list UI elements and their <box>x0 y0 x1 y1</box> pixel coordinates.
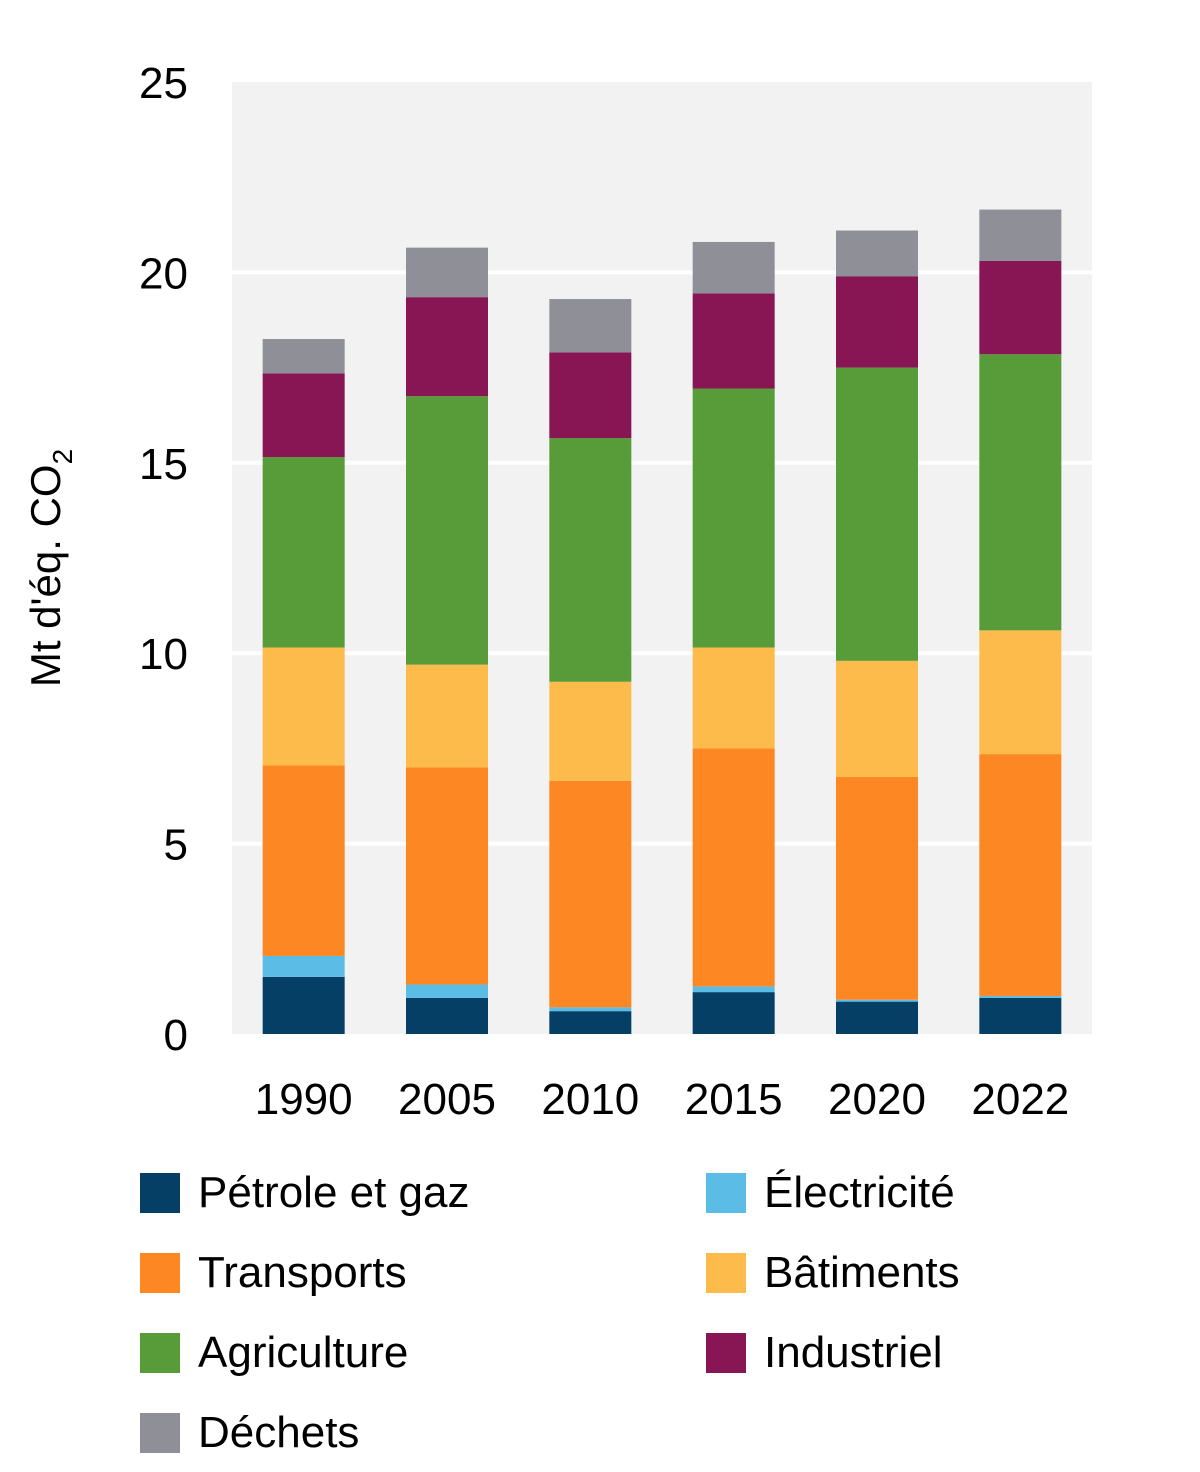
legend-swatch <box>140 1173 180 1213</box>
y-tick-label: 5 <box>164 821 188 870</box>
legend-item: Pétrole et gaz <box>140 1168 706 1217</box>
legend-swatch <box>706 1253 746 1293</box>
legend-swatch <box>140 1333 180 1373</box>
bar-segment <box>406 984 488 998</box>
y-tick-label: 0 <box>164 1011 188 1060</box>
bar-segment <box>979 995 1062 998</box>
bar-segment <box>979 260 1062 355</box>
bar-segment <box>262 339 345 374</box>
bar-segment <box>692 241 775 294</box>
bar-segment <box>692 992 775 1034</box>
x-tick-label: 2020 <box>828 1075 926 1124</box>
bar-segment <box>692 388 775 648</box>
bar-segment <box>836 1001 918 1034</box>
bar-segment <box>549 780 632 1008</box>
legend-label: Agriculture <box>198 1328 409 1377</box>
y-axis-ticks: 0 5 10 15 20 25 <box>139 59 188 1060</box>
legend-item: Industriel <box>706 1328 1140 1377</box>
legend-label: Déchets <box>198 1408 360 1457</box>
legend-label: Transports <box>198 1248 407 1297</box>
bar-segment <box>979 754 1062 996</box>
x-tick-label: 2022 <box>971 1075 1069 1124</box>
bar-segment <box>262 647 345 766</box>
bar-segment <box>836 367 918 661</box>
bar-segment <box>549 1011 632 1034</box>
legend-item: Électricité <box>706 1168 1140 1217</box>
x-axis-ticks: 1990 2005 2010 2015 2020 2022 <box>255 1075 1070 1124</box>
bar-segment <box>406 247 488 298</box>
legend-swatch <box>706 1333 746 1373</box>
bar-segment <box>836 276 918 368</box>
legend-label: Bâtiments <box>764 1248 960 1297</box>
bar-segment <box>979 630 1062 755</box>
bar-segment <box>836 230 918 277</box>
legend-item: Transports <box>140 1248 706 1297</box>
legend-swatch <box>140 1413 180 1453</box>
stacked-bar-chart: 0 5 10 15 20 25 1990 2005 2010 2015 2020 2022 Mt d… <box>22 59 1092 1124</box>
bar-segment <box>549 438 632 682</box>
bar-segment <box>406 664 488 768</box>
x-tick-label: 1990 <box>255 1075 353 1124</box>
legend-item: Déchets <box>140 1408 706 1457</box>
bar-segment <box>836 660 918 777</box>
y-tick-label: 10 <box>139 630 188 679</box>
bar-segment <box>549 352 632 439</box>
x-tick-label: 2015 <box>685 1075 783 1124</box>
bar-segment <box>692 647 775 749</box>
gridlines <box>232 270 1092 846</box>
bar-segment <box>262 457 345 648</box>
bar-segment <box>836 999 918 1002</box>
y-tick-label: 25 <box>139 59 188 108</box>
bar-segment <box>692 293 775 389</box>
bar-segment <box>549 299 632 353</box>
legend-label: Pétrole et gaz <box>198 1168 470 1217</box>
legend-label: Industriel <box>764 1328 943 1377</box>
bar-segment <box>406 396 488 665</box>
bar-segment <box>979 997 1062 1034</box>
bars <box>262 209 1062 1034</box>
bar-segment <box>262 373 345 458</box>
bar-segment <box>549 681 632 781</box>
legend-swatch <box>706 1173 746 1213</box>
y-axis-label: Mt d'éq. CO2 <box>22 449 78 687</box>
bar-segment <box>692 748 775 987</box>
bar-segment <box>549 1007 632 1012</box>
legend: Pétrole et gaz Électricité Transports Bâtim… <box>140 1168 1140 1457</box>
y-tick-label: 15 <box>139 440 188 489</box>
bar-segment <box>262 955 345 977</box>
legend-item: Bâtiments <box>706 1248 1140 1297</box>
x-tick-label: 2010 <box>541 1075 639 1124</box>
bar-segment <box>406 997 488 1034</box>
bar-segment <box>262 765 345 956</box>
bar-segment <box>836 776 918 1000</box>
x-tick-label: 2005 <box>398 1075 496 1124</box>
bar-segment <box>406 297 488 397</box>
bar-segment <box>979 354 1062 631</box>
bar-segment <box>979 209 1062 261</box>
legend-item: Agriculture <box>140 1328 706 1377</box>
legend-swatch <box>140 1253 180 1293</box>
bar-segment <box>406 767 488 985</box>
plot-area <box>232 82 1092 1034</box>
y-tick-label: 20 <box>139 249 188 298</box>
bar-segment <box>262 976 345 1034</box>
legend-label: Électricité <box>764 1168 955 1217</box>
bar-segment <box>692 986 775 993</box>
